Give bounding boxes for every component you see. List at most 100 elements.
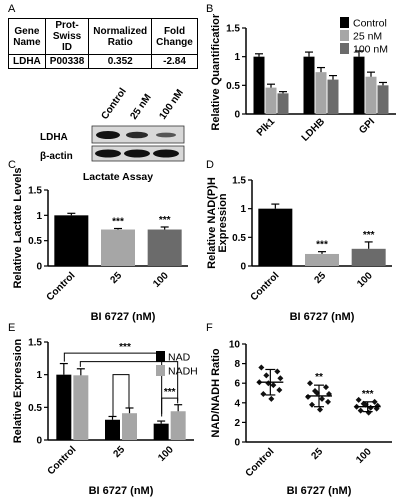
legend-swatch (340, 17, 349, 28)
y-tick-label: 0 (36, 262, 42, 273)
panel-letter-a: A (8, 3, 16, 15)
y-tick-label: 1 (234, 52, 240, 63)
bar (351, 248, 386, 266)
y-tick-label: 0.5 (226, 81, 240, 92)
legend-label: NAD (168, 352, 191, 364)
y-tick-label: 1 (240, 204, 246, 215)
bar (56, 374, 72, 440)
table-header-cell: Gene Name (8, 18, 46, 55)
significance-bracket (112, 374, 130, 417)
y-tick-label: 8 (234, 359, 240, 370)
x-axis-label: BI 6727 (nM) (91, 311, 156, 323)
y-axis-label: Relative Quantification (210, 14, 222, 131)
x-tick-label: Control (249, 270, 282, 303)
bar (327, 79, 339, 114)
data-point (312, 388, 318, 395)
data-point (263, 372, 270, 379)
data-point (355, 396, 362, 403)
x-tick-label: 100 (151, 270, 171, 290)
blot-band (124, 149, 150, 158)
x-tick-label: 25 (312, 270, 328, 286)
bar (147, 229, 182, 266)
data-point (305, 393, 311, 400)
y-tick-label: 4 (234, 398, 240, 409)
y-tick-label: 0.5 (28, 403, 42, 414)
bar (365, 76, 377, 114)
x-tick-label: GPI (357, 116, 377, 136)
significance-bracket (79, 361, 179, 401)
legend-swatch (340, 30, 349, 41)
bar (122, 413, 137, 440)
x-tick-label: Control (45, 270, 78, 303)
x-axis-label: BI 6727 (nM) (287, 485, 352, 497)
x-axis-label: BI 6727 (nM) (290, 311, 355, 323)
blot-lane-label: 100 nM (157, 88, 185, 122)
data-point (325, 398, 331, 405)
significance-label: ** (315, 372, 323, 383)
data-point (357, 407, 364, 414)
x-tick-label: Control (46, 444, 79, 477)
y-tick-label: 1.5 (226, 24, 240, 35)
significance-label: *** (164, 387, 176, 398)
table-cell: P00338 (44, 54, 90, 69)
blot-lane-label: 25 nM (128, 92, 153, 122)
panel-letter-e: E (8, 322, 16, 334)
bar (253, 56, 265, 114)
data-point (309, 401, 315, 408)
x-tick-label: 25 (108, 270, 124, 286)
data-point (268, 395, 275, 402)
bar (101, 229, 135, 266)
table-cell: -2.84 (151, 54, 198, 69)
y-axis-label: Relative NAD(P)H (206, 177, 218, 269)
legend-swatch (340, 43, 349, 54)
significance-bracket (63, 352, 163, 417)
legend-swatch (156, 365, 165, 376)
table-header-cell: Normalized Ratio (88, 18, 153, 55)
bar (73, 375, 89, 440)
significance-label: *** (112, 217, 124, 228)
y-axis-label: NAD/NADH Ratio (210, 348, 222, 438)
data-point (371, 398, 378, 405)
bar (377, 85, 389, 114)
y-tick-label: 0 (234, 438, 240, 449)
x-tick-label: Plk1 (255, 116, 278, 139)
x-axis-label: BI 6727 (nM) (89, 485, 154, 497)
legend-swatch (156, 351, 165, 362)
bar (153, 423, 169, 440)
y-axis-label: Relative Expression (12, 338, 24, 443)
significance-label: *** (119, 342, 131, 353)
panel-letter-b: B (206, 3, 214, 15)
table-cell: 0.352 (88, 54, 153, 69)
significance-label: *** (363, 230, 375, 241)
blot-band (95, 149, 121, 158)
x-tick-label: 100 (156, 444, 176, 464)
data-point (274, 368, 281, 375)
x-tick-label: 25 (111, 444, 127, 460)
bar (305, 253, 339, 266)
y-tick-label: 2 (234, 418, 240, 429)
chart-b-quantification: 0 0.5 1 1.5 Relative Quantification Plk1 LDHB G… (210, 14, 396, 144)
table-cell: LDHA (8, 54, 46, 69)
x-tick-label: Control (244, 446, 277, 479)
y-tick-label: 10 (229, 340, 241, 351)
bar (54, 215, 89, 266)
chart-e-relative-expression: 0 0.5 1 1.5 Relative Expression Control 25 100 *… (12, 338, 198, 498)
chart-c-lactate: Lactate Assay 0 0.5 1 1.5 Relative Lactate Le… (12, 167, 188, 323)
significance-label: *** (362, 389, 374, 400)
y-tick-label: 0 (240, 262, 246, 273)
y-tick-label: 0.5 (28, 236, 42, 247)
y-axis-label: Expression (217, 193, 229, 253)
western-blot: Control 25 nM 100 nM LDHA β-actin (40, 86, 186, 162)
legend-label: 25 nM (353, 31, 382, 43)
significance-label: *** (316, 240, 328, 251)
significance-label: *** (159, 215, 171, 226)
blot-band (153, 149, 179, 158)
bar (170, 411, 186, 440)
bar (258, 208, 293, 266)
x-tick-label: 100 (355, 270, 375, 290)
panel-letter-d: D (206, 159, 214, 171)
blot-band (126, 131, 148, 139)
y-tick-label: 0 (234, 110, 240, 121)
chart-d-nadph: 0 0.5 1 1.5 Relative NAD(P)H Expression Contro… (206, 176, 392, 323)
table-header-row: Gene Name Prot- Swiss ID Normalized Ratio Fo… (8, 18, 198, 55)
